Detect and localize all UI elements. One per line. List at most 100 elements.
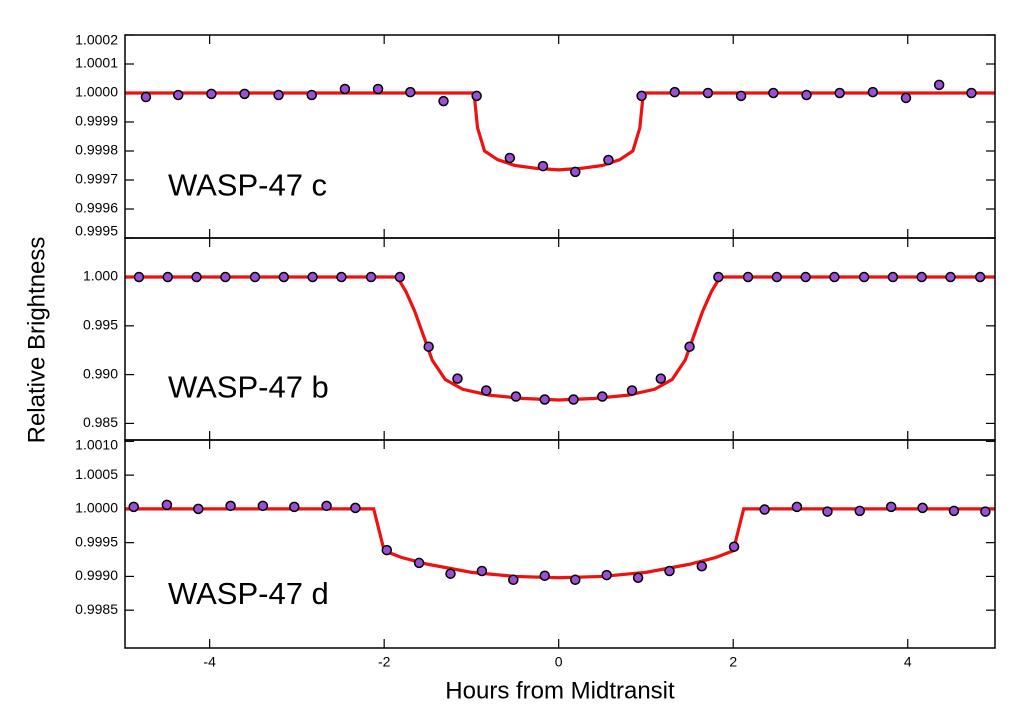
binned-point [381, 544, 393, 556]
y-tick-label: 0.985 [83, 414, 118, 430]
binned-point [339, 83, 351, 95]
model-line [125, 507, 995, 580]
binned-point [278, 271, 290, 283]
binned-point [800, 271, 811, 283]
binned-point [728, 541, 740, 552]
binned-point [945, 271, 956, 283]
y-tick-label: 0.9996 [75, 200, 118, 216]
binned-point [365, 271, 377, 283]
x-tick-label: 2 [729, 654, 737, 670]
binned-point [759, 504, 770, 515]
binned-point [974, 271, 986, 283]
model-line [125, 91, 995, 172]
y-tick-label: 1.000 [83, 268, 118, 284]
panel-frame [124, 237, 996, 441]
binned-point [273, 89, 284, 101]
y-tick-label: 0.9995 [75, 223, 118, 239]
binned-point [626, 385, 638, 396]
binned-point [768, 87, 779, 99]
binned-point [394, 271, 406, 283]
binned-point [128, 501, 139, 513]
binned-point [257, 500, 269, 512]
y-tick-label: 0.9997 [75, 171, 118, 187]
binned-point [948, 505, 960, 517]
binned-point [307, 271, 318, 283]
binned-point [822, 506, 833, 517]
binned-point [854, 505, 865, 517]
binned-point [537, 160, 549, 172]
binned-point [539, 394, 550, 405]
binned-point [885, 501, 897, 513]
binned-point [239, 88, 250, 100]
y-tick-label: 1.0010 [75, 437, 118, 453]
y-tick-label: 1.0002 [75, 32, 118, 48]
binned-point [289, 501, 300, 513]
binned-point [413, 557, 425, 569]
binned-point [597, 391, 608, 402]
panel-label: WASP-47 c [168, 167, 327, 202]
binned-point [771, 271, 783, 283]
binned-point [452, 373, 463, 384]
binned-point [193, 503, 204, 515]
y-axis-label: Relative Brightness [23, 237, 50, 444]
binned-point [504, 152, 516, 164]
binned-point [476, 565, 488, 577]
x-tick-label: -2 [378, 654, 391, 670]
binned-point [249, 271, 261, 283]
binned-point [508, 574, 519, 586]
binned-point [867, 86, 879, 98]
binned-point [162, 271, 174, 283]
binned-point [632, 572, 644, 584]
binned-point [140, 91, 152, 103]
binned-point [669, 86, 680, 98]
binned-point [742, 271, 754, 283]
y-tick-label: 0.9985 [75, 601, 118, 617]
x-axis-label: Hours from Midtransit [445, 677, 675, 704]
binned-point [206, 88, 217, 100]
y-tick-label: 0.995 [83, 317, 118, 333]
x-tick-label: -4 [203, 654, 216, 670]
binned-point [829, 271, 840, 283]
binned-point [161, 499, 173, 511]
binned-point [858, 271, 870, 283]
binned-point [445, 568, 456, 579]
binned-point [655, 373, 667, 384]
binned-point [191, 271, 202, 283]
binned-point [664, 565, 675, 577]
binned-point [887, 271, 899, 283]
binned-point [568, 394, 579, 405]
binned-point [539, 570, 550, 581]
binned-point [601, 569, 612, 581]
binned-point [636, 90, 647, 102]
binned-point [916, 271, 927, 283]
binned-point [510, 391, 522, 402]
panel-label: WASP-47 b [168, 370, 329, 405]
panel-frame [124, 439, 996, 649]
panel-label: WASP-47 d [168, 576, 329, 611]
binned-point [336, 271, 347, 283]
y-tick-label: 1.0001 [75, 55, 118, 71]
y-tick-label: 0.9995 [75, 533, 118, 549]
y-tick-label: 1.0000 [75, 84, 118, 100]
binned-point [405, 86, 416, 98]
binned-point [801, 89, 812, 101]
binned-point [917, 502, 928, 514]
y-tick-label: 0.9998 [75, 142, 118, 158]
y-tick-label: 0.990 [83, 365, 118, 381]
binned-point [684, 341, 695, 352]
y-tick-label: 1.0000 [75, 500, 118, 516]
x-tick-label: 4 [904, 654, 912, 670]
binned-point [933, 79, 945, 91]
binned-point [696, 561, 708, 572]
binned-point [603, 154, 614, 166]
binned-point [225, 500, 236, 512]
x-tick-label: 0 [555, 654, 563, 670]
y-tick-label: 0.9990 [75, 567, 118, 583]
binned-point [220, 271, 231, 283]
binned-point [735, 90, 747, 102]
binned-point [172, 89, 184, 101]
binned-point [900, 92, 912, 104]
binned-point [438, 95, 449, 107]
binned-point [350, 502, 361, 514]
model-line [125, 275, 995, 402]
